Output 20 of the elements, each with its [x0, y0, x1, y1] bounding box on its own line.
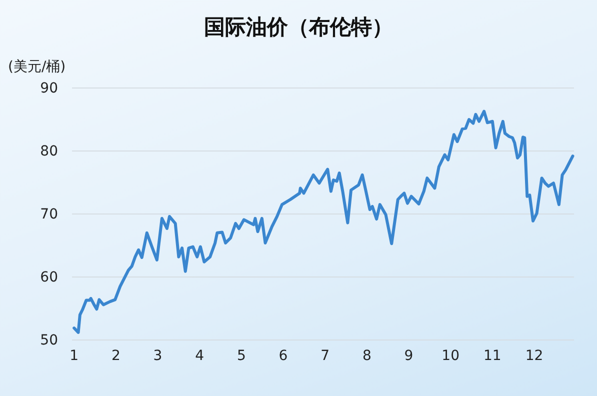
x-tick-label: 8 — [362, 348, 372, 364]
y-tick-label: 80 — [40, 143, 58, 160]
x-tick-label: 3 — [153, 348, 162, 364]
x-tick-label: 2 — [111, 348, 120, 364]
y-tick-label: 60 — [40, 269, 58, 286]
chart-title: 国际油价（布伦特） — [204, 15, 393, 39]
y-tick-label: 70 — [40, 206, 58, 222]
x-tick-label: 9 — [404, 348, 414, 364]
x-tick-label: 10 — [442, 348, 460, 364]
y-axis-title: (美元/桶) — [8, 59, 66, 75]
y-tick-label: 50 — [40, 332, 58, 348]
x-tick-label: 5 — [236, 348, 246, 364]
x-tick-label: 4 — [195, 348, 204, 364]
y-tick-label: 90 — [40, 80, 58, 96]
x-tick-label: 11 — [484, 348, 502, 364]
line-series — [72, 110, 574, 334]
x-tick-label: 1 — [70, 348, 79, 364]
x-tick-label: 7 — [320, 348, 330, 364]
x-tick-label: 12 — [525, 348, 544, 364]
x-tick-label: 6 — [278, 348, 288, 364]
